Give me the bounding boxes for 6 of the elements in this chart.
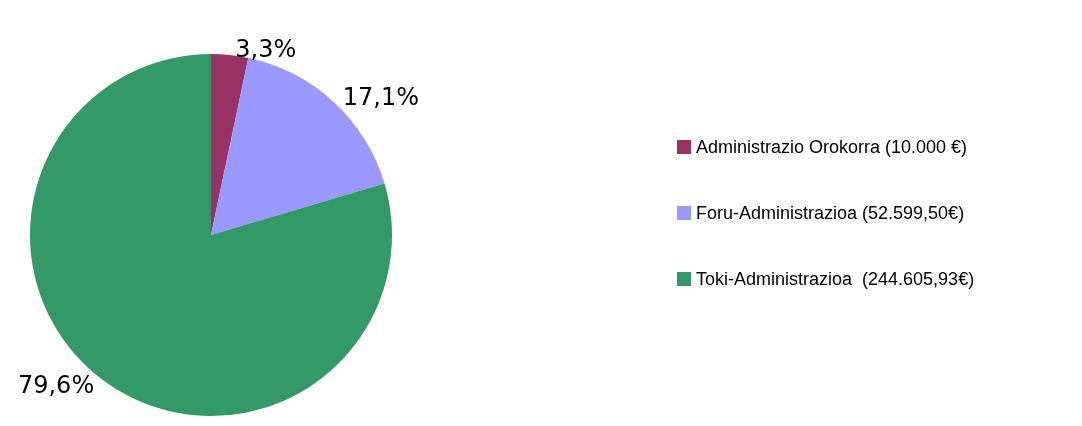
- data-label: 79,6%: [17, 370, 95, 399]
- legend-label: Toki-Administrazioa (244.605,93€): [696, 269, 975, 289]
- legend-label: Administrazio Orokorra (10.000 €): [696, 137, 968, 157]
- legend-label: Foru-Administrazioa (52.599,50€): [696, 203, 965, 223]
- data-label: 17,1%: [342, 83, 419, 112]
- data-label: 3,3%: [235, 35, 297, 63]
